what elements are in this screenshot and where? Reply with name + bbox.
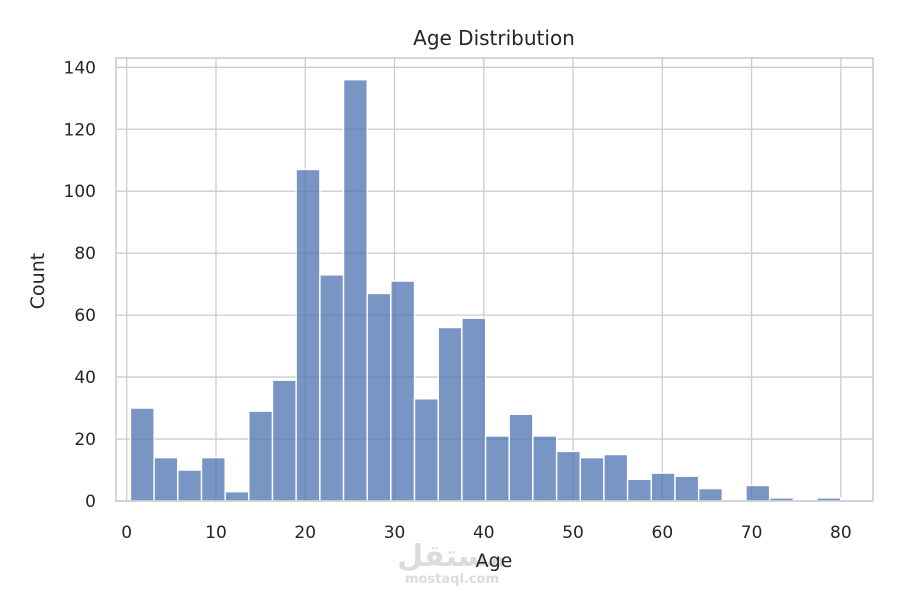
x-tick-label: 50 [562,523,584,543]
x-tick-label: 30 [384,523,406,543]
histogram-bars [129,78,842,502]
y-tick-label: 0 [85,492,96,512]
histogram-bar [153,456,179,502]
watermark-url-text: mostaql.com [405,572,499,587]
x-tick-label: 60 [652,523,674,543]
x-axis-ticks: 0 10 20 30 40 50 60 70 80 [121,523,851,543]
histogram-bar [129,407,155,502]
histogram-bar [461,317,487,502]
watermark-arabic-text: مستقل [397,539,507,574]
grid-lines [116,58,873,502]
histogram-bar [200,456,226,502]
histogram-bar [650,472,676,502]
y-tick-label: 120 [64,120,96,140]
histogram-bar [177,469,203,502]
histogram-bar [697,487,724,502]
y-tick-label: 40 [74,368,96,388]
y-tick-label: 140 [64,58,96,78]
histogram-bar [366,292,392,502]
x-tick-label: 0 [121,523,132,543]
plot-frame [115,57,874,502]
chart-title: Age Distribution [413,26,575,50]
histogram-bar [248,410,274,502]
histogram-bar [745,484,771,502]
x-tick-label: 40 [473,523,495,543]
histogram-bar [484,435,510,502]
histogram-bar [532,435,558,502]
histogram-bar [271,379,297,502]
histogram-bar [224,491,250,502]
histogram-bar [603,453,629,502]
y-tick-label: 20 [74,430,96,450]
histogram-bar [626,478,652,502]
x-tick-label: 10 [205,523,227,543]
histogram-bar [319,274,345,502]
y-axis-label: Count [27,253,49,309]
histogram-bar [413,398,439,502]
histogram-bar [579,456,605,502]
histogram-bar [508,413,534,502]
x-tick-label: 20 [294,523,316,543]
x-tick-label: 70 [741,523,763,543]
x-axis-label: Age [476,550,513,572]
histogram-bar [437,326,463,502]
y-tick-label: 100 [64,182,96,202]
y-axis-ticks: 0 20 40 60 80 100 120 140 [64,58,96,512]
histogram-bar [390,280,416,502]
x-tick-label: 80 [830,523,852,543]
histogram-bar [674,475,700,502]
watermark: مستقل mostaql.com [397,539,507,587]
y-tick-label: 80 [74,244,96,264]
histogram-bar [295,168,321,502]
histogram-bar [555,450,581,502]
y-tick-label: 60 [74,306,96,326]
histogram-bar [342,78,368,502]
